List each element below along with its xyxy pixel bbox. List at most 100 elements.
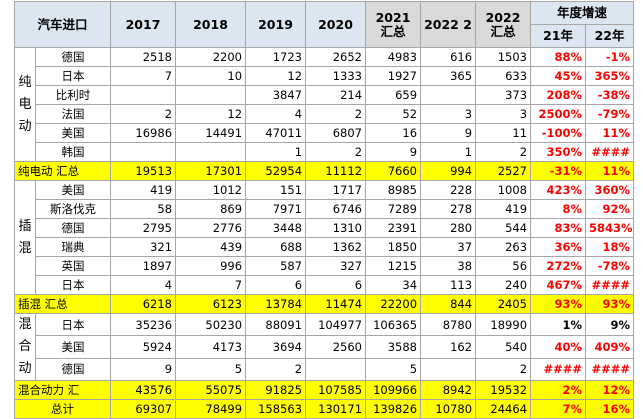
import-table: 汽车进口 2017 2018 2019 2020 2021 汇总 2022 2 2022 汇总… [13,1,635,419]
growth-cell: 1% [530,312,587,337]
subtotal-row: 混合动力 汇 43576 55075 91825 107585 109966 8942 195… [13,380,635,400]
country: 美国 [34,123,112,143]
value-cell: 10780 [420,399,477,419]
growth-cell: 350% [530,142,587,162]
data-row: 美国 16986 14491 47011 6807 16 9 11 -100% 11% [15,123,635,143]
growth-cell: -38% [585,85,635,105]
value-cell: 6123 [175,294,247,314]
value-cell: 4 [245,104,307,124]
value-cell: 1723 [245,47,307,67]
country: 美国 [34,180,112,200]
growth-cell: -78% [585,256,635,276]
value-cell: 1008 [475,180,532,200]
growth-cell: 2500% [530,104,587,124]
header-row: 21年 22年 [15,24,635,48]
value-cell: 5924 [110,335,177,359]
value-cell: 3694 [245,335,307,359]
country: 斯洛伐克 [34,199,112,219]
value-cell: 69307 [110,399,177,419]
value-cell: 4173 [175,335,247,359]
growth-cell: 423% [530,180,587,200]
growth-cell: 11% [585,161,635,181]
growth-cell: 11% [585,123,635,143]
table-body: 纯电动 德国 2518 2200 1723 2652 4983 616 1503 88% -1% 日本… [13,47,635,419]
year-header: 2021 汇总 [365,1,422,48]
value-cell: 9 [110,357,177,382]
data-row: 日本 7 10 12 1333 1927 365 633 45% 365% [15,66,635,86]
data-row: 法国 2 12 4 2 52 3 3 2500% -79% [15,104,635,124]
growth-cell: 93% [585,294,635,314]
subtotal-row: 插混 汇总 6218 6123 13784 11474 22200 844 2405 93% 93… [13,294,635,314]
country: 比利时 [34,85,112,105]
subtotal-label: 混合动力 汇 [13,380,112,400]
value-cell: 2 [245,357,307,382]
data-row: 韩国 1 2 9 1 2 350% #### [15,142,635,162]
value-cell: 6746 [305,199,367,219]
value-cell [175,85,247,105]
growth-cell: #### [530,357,587,382]
value-cell: 56 [475,256,532,276]
value-cell: 7971 [245,199,307,219]
year-header: 2018 [175,1,247,48]
growth-cell: 7% [530,399,587,419]
value-cell: 8942 [420,380,477,400]
year-header: 2019 [245,1,307,48]
table-header: 汽车进口 2017 2018 2019 2020 2021 汇总 2022 2 2022 汇总… [13,1,635,48]
value-cell: 19532 [475,380,532,400]
data-row: 比利时 3847 214 659 373 208% -38% [15,85,635,105]
value-cell: 130171 [305,399,367,419]
value-cell: 616 [420,47,477,67]
value-cell: 7660 [365,161,422,181]
growth-cell: 409% [585,335,635,359]
header-title: 汽车进口 [13,1,112,48]
growth-cell: -31% [530,161,587,181]
value-cell: 7289 [365,199,422,219]
value-cell: 91825 [245,380,307,400]
value-cell: 1897 [110,256,177,276]
value-cell: 321 [110,237,177,257]
value-cell: 587 [245,256,307,276]
growth-cell: 88% [530,47,587,67]
country: 德国 [34,357,112,382]
value-cell: 3588 [365,335,422,359]
value-cell: 263 [475,237,532,257]
year-header: 2017 [110,1,177,48]
country: 瑞典 [34,237,112,257]
value-cell: 3 [420,104,477,124]
value-cell: 7 [110,66,177,86]
value-cell: 2 [110,104,177,124]
value-cell: 1850 [365,237,422,257]
value-cell [420,357,477,382]
value-cell: 5 [175,357,247,382]
value-cell: 280 [420,218,477,238]
value-cell: 18990 [475,312,532,337]
value-cell: 2200 [175,47,247,67]
value-cell: 1717 [305,180,367,200]
growth-header: 年度增速 [530,1,635,25]
growth-cell: 12% [585,380,635,400]
value-cell: 10 [175,66,247,86]
value-cell: 24464 [475,399,532,419]
country: 日本 [34,312,112,337]
value-cell: 50230 [175,312,247,337]
year-header: 2022 汇总 [475,1,532,48]
data-row: 美国 5924 4173 3694 2560 3588 162 540 40% 409% [15,335,635,359]
value-cell: 2 [475,142,532,162]
value-cell: 151 [245,180,307,200]
value-cell [175,142,247,162]
group-label: 混合动 [14,313,36,381]
header-row: 汽车进口 2017 2018 2019 2020 2021 汇总 2022 2 2022 汇总… [13,1,635,48]
growth-cell: #### [585,357,635,382]
value-cell: 2560 [305,335,367,359]
value-cell: 2 [475,357,532,382]
value-cell: 1 [420,142,477,162]
value-cell: 22200 [365,294,422,314]
growth-cell: #### [585,142,635,162]
value-cell: 106365 [365,312,422,337]
value-cell: 52954 [245,161,307,181]
value-cell: 1012 [175,180,247,200]
value-cell: 12 [175,104,247,124]
growth-cell: 365% [585,66,635,86]
value-cell: 47011 [245,123,307,143]
growth-cell: -1% [585,47,635,67]
